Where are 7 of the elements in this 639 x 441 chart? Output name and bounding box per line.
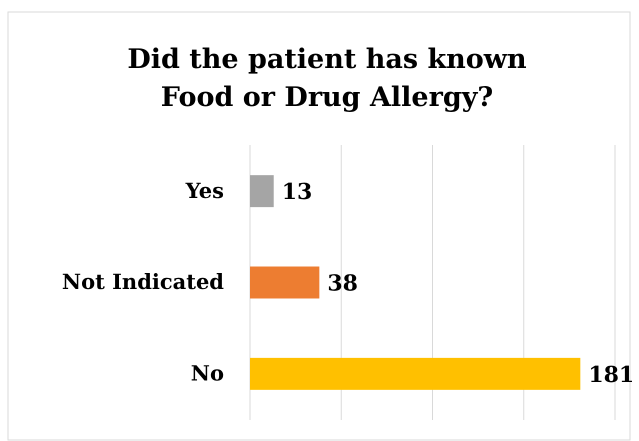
data-label: 13 xyxy=(282,179,312,206)
y-tick-label: No xyxy=(190,360,224,386)
y-tick-label: Not Indicated xyxy=(62,269,224,294)
y-tick-label: Yes xyxy=(184,178,224,203)
data-label: 181 xyxy=(588,362,634,388)
data-label: 38 xyxy=(327,270,358,296)
chart-title: Did the patient has known Food or Drug Allergy? xyxy=(127,44,528,113)
